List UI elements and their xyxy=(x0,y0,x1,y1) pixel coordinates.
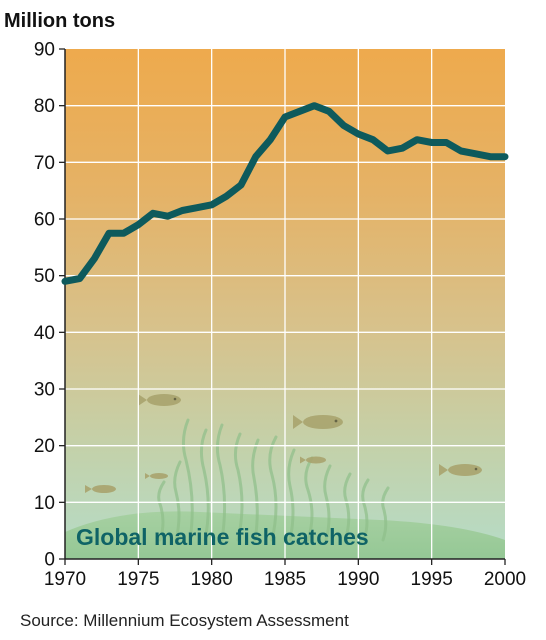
data-point xyxy=(62,278,68,284)
y-tick-labels: 0 10 20 30 40 50 60 70 80 90 xyxy=(34,40,55,571)
y-tick-label: 30 xyxy=(34,380,55,401)
y-tick-label: 60 xyxy=(34,210,55,231)
y-tick-label: 50 xyxy=(34,266,55,287)
data-point xyxy=(341,123,347,128)
data-point xyxy=(91,256,97,262)
y-tick-label: 80 xyxy=(34,96,55,117)
y-tick-label: 40 xyxy=(34,323,55,344)
source-note: Source: Millennium Ecosystem Assessment xyxy=(20,611,349,630)
data-point xyxy=(443,140,449,145)
x-tick-label: 1995 xyxy=(411,569,453,590)
data-point xyxy=(165,213,171,219)
series-layer xyxy=(61,102,509,285)
y-axis-unit-label: Million tons xyxy=(4,10,115,32)
x-tick-labels: 1970 1975 1980 1985 1990 1995 2000 xyxy=(44,569,526,590)
data-point xyxy=(473,151,479,157)
data-point xyxy=(399,145,405,151)
data-point xyxy=(77,276,83,281)
x-tick-label: 1975 xyxy=(117,569,159,590)
data-point xyxy=(209,202,215,208)
y-tick-label: 70 xyxy=(34,153,55,174)
data-point xyxy=(311,103,317,109)
data-point xyxy=(414,137,420,143)
data-point xyxy=(502,154,508,160)
x-tick-label: 1970 xyxy=(44,569,86,590)
y-tick-label: 90 xyxy=(34,40,55,61)
data-point xyxy=(355,131,361,137)
data-point xyxy=(150,210,156,216)
x-tick-label: 1985 xyxy=(264,569,306,590)
data-point xyxy=(179,208,185,213)
data-point xyxy=(385,148,391,154)
data-point xyxy=(429,140,435,145)
x-tick-label: 2000 xyxy=(484,569,526,590)
y-tick-label: 10 xyxy=(34,493,55,514)
y-tick-label: 20 xyxy=(34,436,55,457)
data-point xyxy=(267,137,273,143)
data-point xyxy=(135,222,141,228)
data-point xyxy=(370,137,376,143)
x-tick-label: 1990 xyxy=(337,569,379,590)
x-tick-label: 1980 xyxy=(191,569,233,590)
data-point xyxy=(121,230,127,236)
y-tick-label: 0 xyxy=(44,550,55,571)
chart-title: Global marine fish catches xyxy=(76,524,369,550)
axes xyxy=(59,48,506,565)
seaweed-decoration xyxy=(157,418,390,542)
fish-decoration xyxy=(85,394,482,493)
data-point xyxy=(194,205,200,211)
data-point xyxy=(223,193,229,199)
data-point xyxy=(326,108,332,114)
data-point xyxy=(297,108,303,114)
data-point xyxy=(238,182,244,188)
data-point xyxy=(106,230,112,236)
grid-lines xyxy=(65,49,505,559)
data-point xyxy=(487,154,493,160)
data-point xyxy=(458,148,464,154)
data-point xyxy=(253,154,259,160)
data-point xyxy=(282,114,288,120)
